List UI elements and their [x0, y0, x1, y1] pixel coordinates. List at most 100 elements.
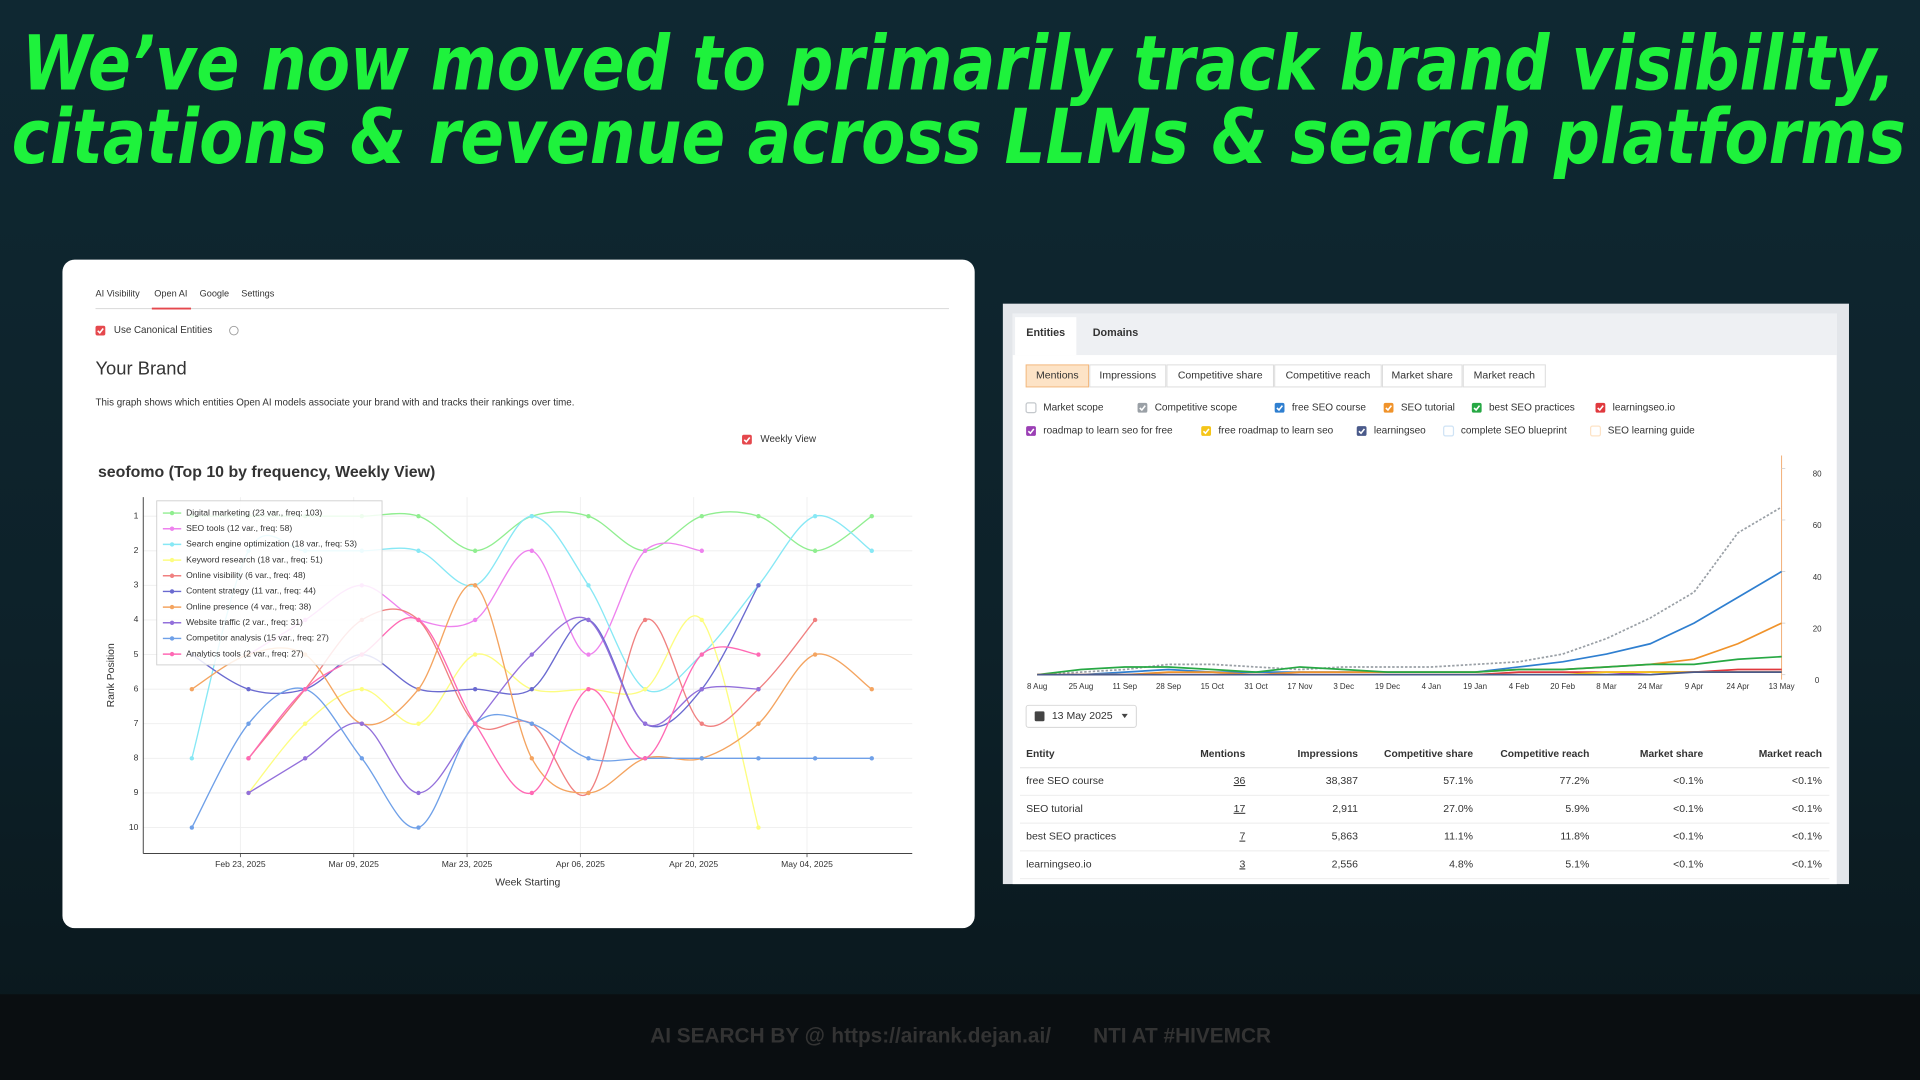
right-tab-bar — [1012, 313, 1837, 356]
footer-byline: NTI AT #HIVEMCR — [1093, 1025, 1271, 1048]
x-tick-label: 8 Mar — [1596, 682, 1617, 691]
data-point — [642, 721, 648, 726]
heading: Your Brand — [96, 358, 187, 379]
footer-band — [0, 994, 1920, 1080]
data-point — [699, 652, 704, 657]
tab[interactable]: Open AI — [154, 288, 187, 298]
data-point — [472, 652, 478, 657]
data-point — [586, 756, 591, 761]
legend-checkbox[interactable] — [1471, 402, 1482, 413]
legend-label: Keyword research (18 var., freq: 51) — [186, 554, 323, 564]
metric-tab[interactable] — [1089, 364, 1167, 388]
x-tick-label: 25 Aug — [1069, 682, 1094, 691]
data-point — [699, 756, 704, 761]
table-cell: free SEO course — [1026, 775, 1104, 787]
legend-checkbox[interactable] — [1590, 425, 1602, 437]
data-point — [699, 617, 704, 623]
legend-checkbox[interactable] — [1025, 402, 1037, 414]
tab[interactable]: AI Visibility — [96, 288, 141, 298]
data-point — [869, 756, 874, 761]
legend-swatch-dot — [169, 510, 175, 516]
table-cell: 36 — [1234, 775, 1246, 787]
data-point — [756, 825, 761, 830]
data-point — [416, 825, 421, 830]
series-line — [1037, 671, 1782, 676]
data-point — [416, 617, 421, 623]
metric-tab[interactable] — [1381, 364, 1463, 388]
data-point — [699, 721, 704, 726]
data-point — [529, 790, 535, 796]
x-tick-label: 8 Aug — [1027, 682, 1047, 691]
legend-swatch-dot — [169, 589, 175, 594]
table-header: Competitive reach — [1500, 749, 1589, 760]
legend-label: free roadmap to learn seo — [1218, 426, 1333, 437]
data-point — [756, 756, 761, 761]
y-tick-label: 8 — [134, 753, 139, 763]
legend-checkbox[interactable] — [1383, 402, 1394, 413]
tab[interactable]: Settings — [241, 288, 275, 298]
legend-swatch-dot — [169, 557, 175, 563]
legend-swatch-dot — [169, 651, 175, 657]
data-point — [189, 825, 195, 830]
table-cell: learningseo.io — [1026, 858, 1092, 870]
table-cell: best SEO practices — [1026, 831, 1116, 843]
metric-tab[interactable] — [1025, 364, 1090, 388]
table-cell: SEO tutorial — [1026, 803, 1083, 815]
metric-tab[interactable] — [1274, 364, 1382, 388]
data-point — [812, 617, 818, 623]
data-point — [586, 790, 591, 796]
table-cell: 3 — [1239, 858, 1245, 870]
legend-checkbox[interactable] — [1201, 426, 1212, 436]
tab[interactable]: Domains — [1093, 327, 1138, 339]
metric-tab[interactable] — [1462, 364, 1546, 388]
data-point — [586, 583, 591, 588]
data-point — [699, 548, 704, 553]
data-point — [302, 756, 308, 761]
legend-checkbox[interactable] — [1274, 402, 1285, 413]
tab[interactable]: Entities — [1026, 327, 1065, 339]
data-point — [416, 548, 421, 553]
legend-label: free SEO course — [1292, 402, 1367, 413]
legend-checkbox[interactable] — [1026, 426, 1036, 436]
tab[interactable]: Google — [200, 288, 230, 298]
legend-checkbox[interactable] — [1595, 402, 1606, 413]
data-point — [529, 721, 535, 726]
canonical-checkbox[interactable] — [95, 325, 106, 336]
x-tick-label: 13 May — [1769, 682, 1795, 691]
data-point — [869, 548, 874, 553]
data-point — [642, 617, 648, 623]
weekly-checkbox[interactable] — [742, 434, 752, 445]
x-tick-label: 4 Feb — [1509, 682, 1530, 691]
data-point — [812, 652, 818, 657]
check-mark — [743, 437, 751, 443]
legend-label: learningseo.io — [1613, 402, 1676, 413]
data-point — [246, 721, 251, 726]
data-point — [869, 513, 874, 519]
table-cell: 7 — [1239, 831, 1245, 843]
series-line — [248, 616, 759, 794]
table-cell: 5.1% — [1565, 858, 1589, 870]
active-tab — [1015, 317, 1077, 356]
legend-checkbox[interactable] — [1443, 425, 1455, 437]
left-panel — [62, 259, 975, 929]
metric-tab[interactable] — [1166, 364, 1274, 388]
legend-checkbox[interactable] — [1137, 402, 1148, 413]
data-point — [756, 513, 761, 519]
right-panel-content — [1012, 313, 1837, 885]
data-point — [302, 721, 308, 726]
data-point — [756, 652, 761, 657]
dropdown-caret — [1121, 713, 1128, 719]
table-cell: <0.1% — [1673, 831, 1703, 843]
legend-checkbox[interactable] — [1356, 426, 1367, 436]
legend-label: Content strategy (11 var., freq: 44) — [186, 586, 316, 596]
legend-label: Digital marketing (23 var., freq: 103) — [186, 507, 322, 517]
description: This graph shows which entities Open AI … — [96, 397, 575, 408]
footer-url[interactable]: https://airank.dejan.ai/ — [831, 1025, 1051, 1048]
date-picker[interactable] — [1025, 704, 1137, 728]
data-point — [586, 686, 591, 692]
table-cell: 4.8% — [1449, 858, 1473, 870]
x-tick-label: 17 Nov — [1287, 682, 1312, 691]
table-cell: 17 — [1234, 803, 1246, 815]
x-tick-label: May 04, 2025 — [781, 859, 833, 869]
headline: We’ve now moved to primarily track brand… — [22, 20, 1895, 108]
